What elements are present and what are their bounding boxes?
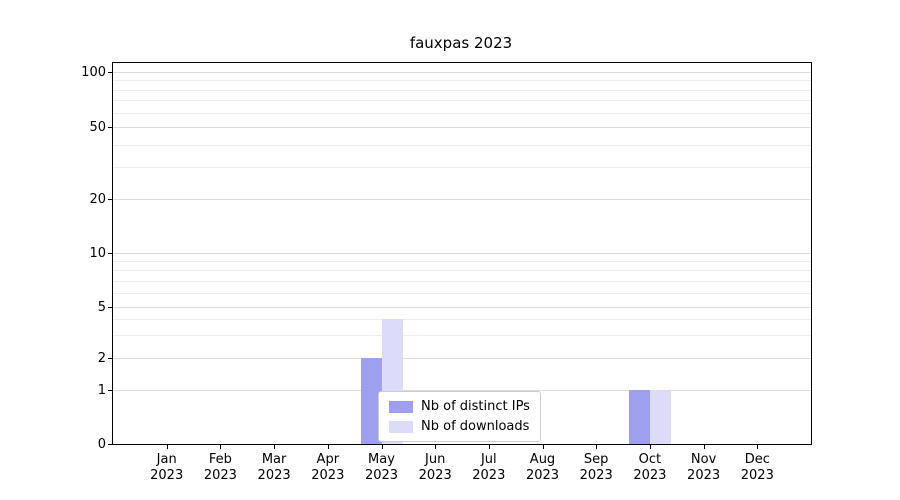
x-tick-mark-mar <box>274 444 276 449</box>
chart-title: fauxpas 2023 <box>409 34 513 52</box>
y-tick-label-20: 20 <box>89 192 106 207</box>
x-tick-label-jul: Jul 2023 <box>472 452 506 483</box>
gridline-6 <box>113 292 811 294</box>
legend-swatch-distinct-ips <box>389 400 413 413</box>
x-tick-label-oct: Oct 2023 <box>633 452 667 483</box>
legend-label-downloads: Nb of downloads <box>421 419 530 434</box>
gridline-7 <box>113 280 811 282</box>
bar-may-distinct-ips <box>360 358 382 444</box>
gridline-2 <box>113 358 811 359</box>
y-tick-mark-0 <box>108 444 113 445</box>
y-tick-label-5: 5 <box>97 300 106 315</box>
y-tick-mark-5 <box>108 307 113 308</box>
x-tick-label-may: May 2023 <box>364 452 399 483</box>
legend-item-distinct-ips: Nb of distinct IPs <box>389 399 530 414</box>
x-tick-label-nov: Nov 2023 <box>687 452 721 483</box>
legend: Nb of distinct IPs Nb of downloads <box>378 391 541 442</box>
y-tick-mark-50 <box>108 127 113 128</box>
legend-label-distinct-ips: Nb of distinct IPs <box>421 399 530 414</box>
x-tick-label-mar: Mar 2023 <box>257 452 291 483</box>
bar-oct-downloads <box>649 390 671 444</box>
y-tick-label-100: 100 <box>81 65 106 80</box>
gridline-30 <box>113 167 811 169</box>
x-tick-label-apr: Apr 2023 <box>311 452 345 483</box>
x-tick-mark-may <box>381 444 383 449</box>
y-tick-label-50: 50 <box>89 120 106 135</box>
gridline-80 <box>113 89 811 91</box>
legend-swatch-downloads <box>389 420 413 433</box>
x-tick-label-jan: Jan 2023 <box>150 452 184 483</box>
y-tick-label-0: 0 <box>97 437 106 452</box>
x-tick-label-dec: Dec 2023 <box>740 452 774 483</box>
gridline-10 <box>113 253 811 254</box>
y-tick-label-2: 2 <box>97 351 106 366</box>
x-tick-mark-apr <box>327 444 329 449</box>
gridline-50 <box>113 127 811 128</box>
x-tick-mark-jul <box>488 444 490 449</box>
y-tick-label-10: 10 <box>89 246 106 261</box>
y-tick-mark-2 <box>108 358 113 359</box>
gridline-40 <box>113 144 811 146</box>
y-tick-mark-1 <box>108 390 113 391</box>
gridline-3 <box>113 335 811 337</box>
gridline-20 <box>113 199 811 200</box>
gridline-4 <box>113 319 811 321</box>
x-tick-mark-dec <box>757 444 759 449</box>
gridline-9 <box>113 261 811 263</box>
gridline-70 <box>113 100 811 102</box>
x-tick-mark-nov <box>703 444 705 449</box>
legend-item-downloads: Nb of downloads <box>389 419 530 434</box>
gridline-60 <box>113 112 811 114</box>
x-tick-mark-jan <box>166 444 168 449</box>
x-tick-mark-jun <box>435 444 437 449</box>
gridline-8 <box>113 270 811 272</box>
gridline-5 <box>113 307 811 308</box>
x-tick-label-sep: Sep 2023 <box>579 452 613 483</box>
x-tick-label-feb: Feb 2023 <box>203 452 237 483</box>
x-tick-mark-feb <box>220 444 222 449</box>
x-tick-mark-aug <box>542 444 544 449</box>
bar-oct-distinct-ips <box>628 390 650 444</box>
y-tick-mark-10 <box>108 253 113 254</box>
y-tick-mark-100 <box>108 72 113 73</box>
x-tick-mark-sep <box>596 444 598 449</box>
x-tick-label-jun: Jun 2023 <box>418 452 452 483</box>
gridline-90 <box>113 80 811 82</box>
y-tick-mark-20 <box>108 199 113 200</box>
x-tick-mark-oct <box>649 444 651 449</box>
gridline-100 <box>113 72 811 73</box>
plot-area: 0 1 2 5 10 20 50 100 Jan 2023 Feb 2023 Mar 2023 Ap… <box>81 62 812 483</box>
y-tick-label-1: 1 <box>97 383 106 398</box>
x-tick-label-aug: Aug 2023 <box>525 452 560 483</box>
